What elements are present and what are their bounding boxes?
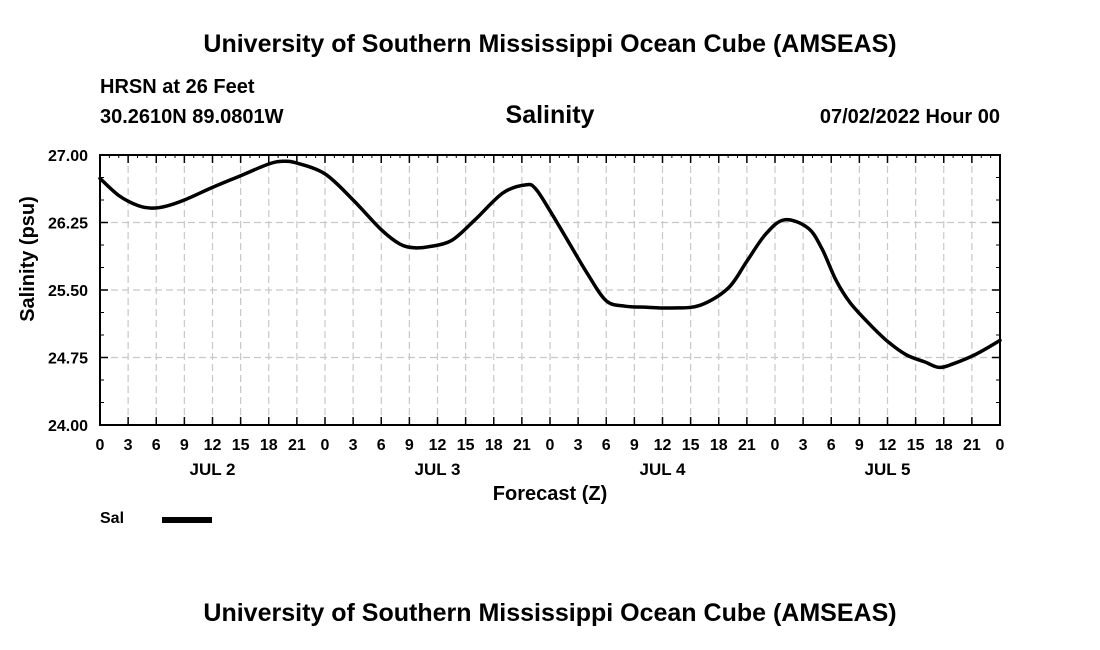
x-tick-label: 12 (654, 437, 672, 454)
x-tick-label: 3 (349, 437, 358, 454)
x-tick-label: 0 (321, 437, 330, 454)
chart-title: Salinity (505, 101, 595, 129)
x-tick-label: 0 (546, 437, 555, 454)
x-tick-label: 21 (963, 437, 981, 454)
y-axis-label: Salinity (psu) (17, 196, 39, 322)
x-tick-label: 0 (771, 437, 780, 454)
x-tick-label: 6 (377, 437, 386, 454)
x-tick-label: 9 (630, 437, 639, 454)
x-tick-label: 18 (485, 437, 503, 454)
x-tick-label: 9 (405, 437, 414, 454)
x-tick-label: 15 (682, 437, 700, 454)
x-tick-label: 0 (996, 437, 1005, 454)
y-tick-label: 24.00 (48, 418, 88, 435)
x-axis-label: Forecast (Z) (493, 483, 607, 505)
x-tick-label: 12 (429, 437, 447, 454)
x-tick-label: 3 (574, 437, 583, 454)
x-tick-label: 15 (907, 437, 925, 454)
x-tick-label: 6 (152, 437, 161, 454)
x-tick-label: 21 (288, 437, 306, 454)
x-tick-label: 18 (260, 437, 278, 454)
day-label: JUL 2 (190, 460, 236, 479)
day-label: JUL 3 (415, 460, 461, 479)
day-label: JUL 5 (865, 460, 911, 479)
header-title: University of Southern Mississippi Ocean… (203, 30, 897, 58)
x-tick-label: 15 (457, 437, 475, 454)
y-tick-label: 27.00 (48, 148, 88, 165)
y-tick-label: 24.75 (48, 351, 88, 368)
x-tick-label: 3 (799, 437, 808, 454)
x-tick-label: 9 (180, 437, 189, 454)
x-tick-label: 12 (879, 437, 897, 454)
x-tick-label: 21 (513, 437, 531, 454)
x-tick-label: 0 (96, 437, 105, 454)
legend-label: Sal (100, 510, 125, 527)
x-tick-label: 6 (602, 437, 611, 454)
footer-title: University of Southern Mississippi Ocean… (203, 599, 897, 627)
x-tick-label: 3 (124, 437, 133, 454)
x-tick-label: 18 (935, 437, 953, 454)
grid (100, 155, 1000, 425)
series-line-sal (98, 159, 1002, 370)
x-tick-label: 6 (827, 437, 836, 454)
x-tick-label: 18 (710, 437, 728, 454)
day-label: JUL 4 (640, 460, 687, 479)
axis-labels: 0 3 6 9 12 15 18 21 0 3 6 9 12 15 18 21 0 3 6 9 12 15 18 21 0 3 6 9… (48, 148, 1005, 479)
x-tick-label: 12 (204, 437, 222, 454)
x-tick-label: 9 (855, 437, 864, 454)
x-tick-label: 21 (738, 437, 756, 454)
coordinates-label: 30.2610N 89.0801W (100, 106, 284, 128)
legend-swatch (162, 517, 212, 523)
station-label: HRSN at 26 Feet (100, 76, 255, 98)
x-tick-label: 15 (232, 437, 250, 454)
y-tick-label: 26.25 (48, 216, 88, 233)
y-tick-label: 25.50 (48, 283, 88, 300)
plot-frame (99, 154, 1001, 426)
run-time-label: 07/02/2022 Hour 00 (819, 106, 1000, 128)
